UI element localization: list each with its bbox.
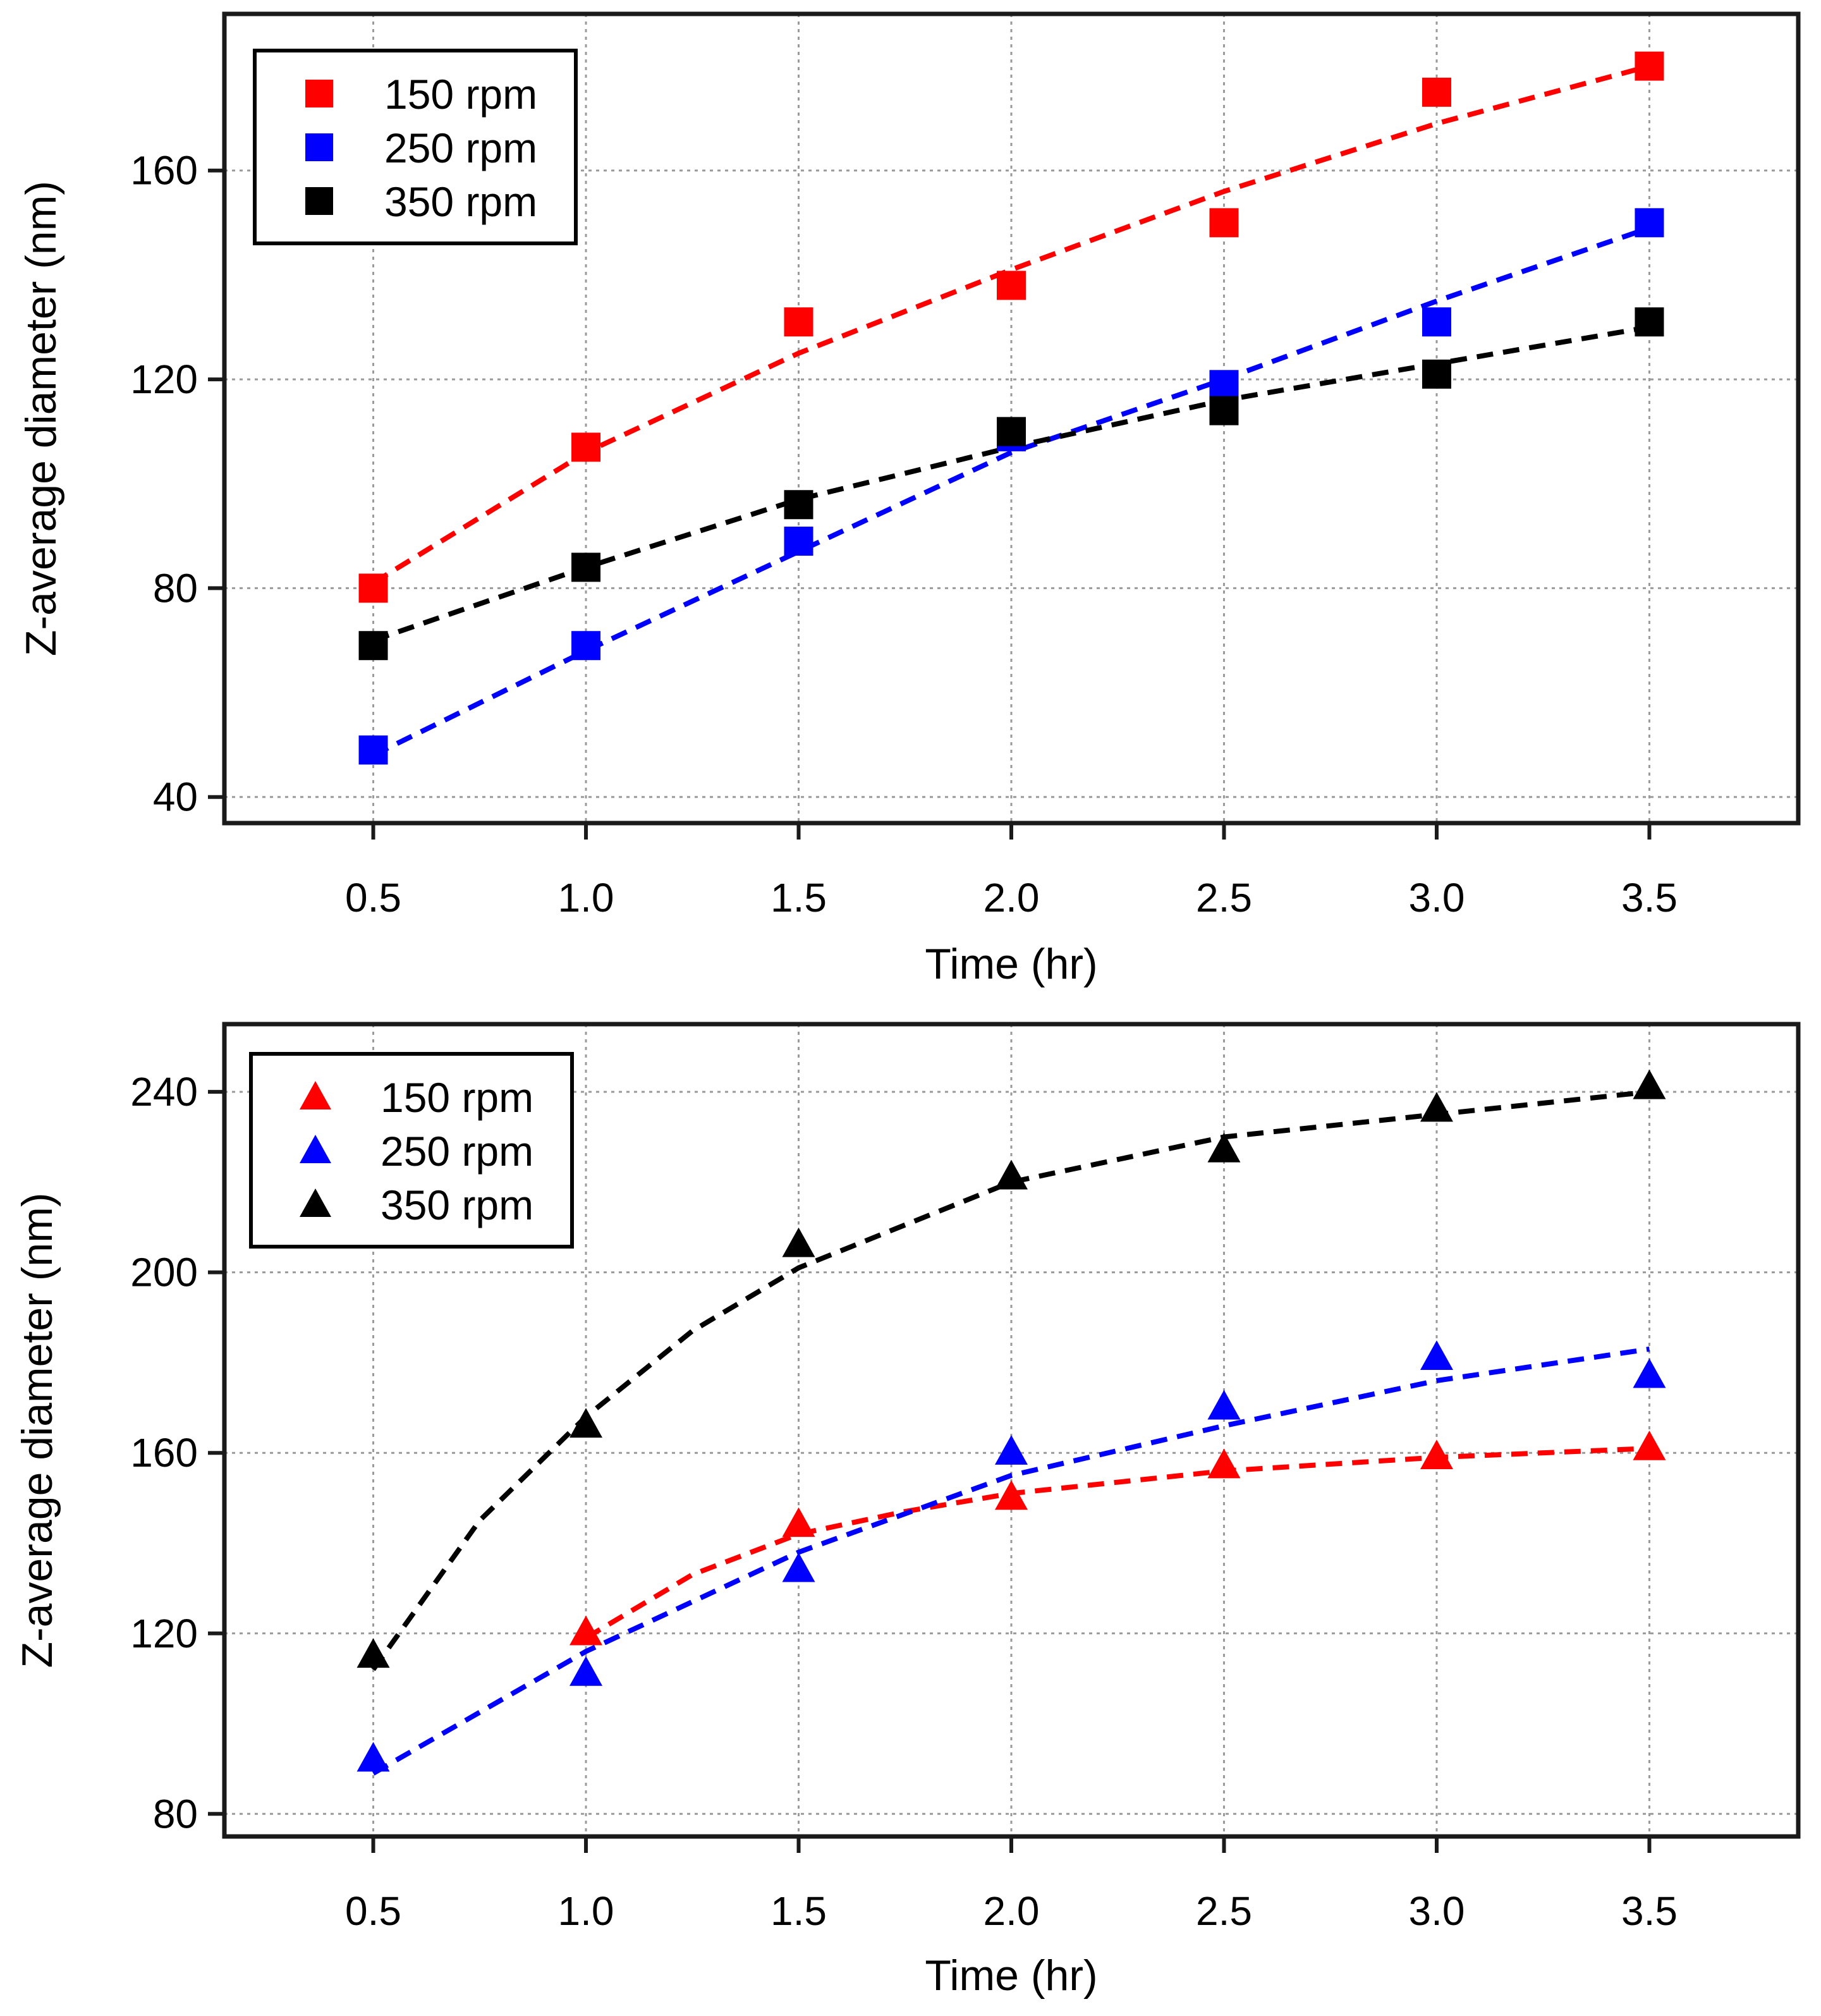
y-tick-label: 120: [130, 1611, 198, 1656]
data-point-350-rpm: [358, 631, 388, 661]
y-tick-label: 200: [130, 1250, 198, 1295]
data-point-350-rpm: [1209, 396, 1239, 425]
chart-top-squares: 0.5 1.0 1.5 2.0 2.5 3.0 3.5 40 80 120 160 Time (hr)…: [17, 11, 1801, 988]
x-axis-label: Time (hr): [925, 1952, 1097, 2000]
data-point-150-rpm: [995, 1480, 1028, 1510]
data-point-250-rpm: [1207, 1390, 1241, 1420]
data-point-250-rpm: [356, 1742, 390, 1772]
y-tick-label: 240: [130, 1069, 198, 1115]
data-point-250-rpm: [782, 1552, 815, 1582]
legend-marker: [300, 1081, 331, 1109]
data-point-350-rpm: [997, 417, 1026, 446]
x-tick-label: 1.5: [770, 1888, 827, 1934]
legend-marker: [300, 1188, 331, 1217]
data-point-150-rpm: [571, 432, 601, 462]
data-point-350-rpm: [569, 1408, 603, 1438]
data-point-250-rpm: [1635, 208, 1664, 238]
data-point-150-rpm: [1635, 51, 1664, 81]
x-tick-label: 3.5: [1621, 875, 1678, 920]
data-point-250-rpm: [784, 527, 813, 556]
data-point-350-rpm: [571, 553, 601, 582]
data-point-150-rpm: [782, 1507, 815, 1537]
y-axis-label: Z-average diameter (nm): [13, 1192, 61, 1668]
legend-marker: [305, 133, 333, 161]
data-point-350-rpm: [784, 490, 813, 520]
y-tick-label: 160: [130, 1430, 198, 1475]
data-point-150-rpm: [1207, 1448, 1241, 1479]
fit-line-250-rpm: [372, 1347, 1650, 1776]
data-point-350-rpm: [1633, 1069, 1666, 1099]
fit-line-350-rpm: [371, 1089, 1650, 1671]
y-tick-label: 160: [130, 148, 198, 193]
data-point-150-rpm: [1209, 208, 1239, 238]
y-tick-label: 80: [153, 565, 198, 611]
legend-label: 350 rpm: [384, 178, 537, 225]
x-tick-label: 2.0: [984, 875, 1040, 920]
x-tick-label: 3.0: [1408, 875, 1465, 920]
x-tick-label: 2.0: [984, 1888, 1040, 1934]
x-tick-label: 0.5: [345, 875, 401, 920]
fit-line-150-rpm: [584, 1446, 1650, 1640]
data-point-250-rpm: [1209, 370, 1239, 400]
y-tick-label: 120: [130, 357, 198, 402]
y-tick-label: 80: [153, 1791, 198, 1836]
legend-marker: [300, 1135, 331, 1163]
legend-marker: [305, 80, 333, 107]
x-tick-label: 1.0: [558, 875, 614, 920]
legend-label: 250 rpm: [381, 1128, 533, 1175]
y-tick-label: 40: [153, 774, 198, 820]
legend-label: 150 rpm: [384, 71, 537, 118]
data-point-150-rpm: [997, 271, 1026, 300]
data-point-250-rpm: [1633, 1358, 1666, 1388]
legend-label: 250 rpm: [384, 125, 537, 171]
fit-line-250-rpm: [372, 225, 1650, 758]
data-point-250-rpm: [995, 1435, 1028, 1465]
x-tick-label: 0.5: [345, 1888, 401, 1934]
data-point-350-rpm: [995, 1159, 1028, 1190]
x-tick-label: 2.5: [1196, 1888, 1252, 1934]
x-tick-label: 1.5: [770, 875, 827, 920]
x-tick-label: 2.5: [1196, 875, 1252, 920]
data-point-350-rpm: [1635, 307, 1664, 337]
data-point-150-rpm: [569, 1615, 603, 1646]
data-point-250-rpm: [1422, 307, 1451, 337]
legend-label: 350 rpm: [381, 1182, 533, 1228]
data-point-350-rpm: [1207, 1132, 1241, 1163]
data-point-150-rpm: [1633, 1430, 1666, 1460]
data-point-150-rpm: [358, 573, 388, 603]
data-point-150-rpm: [784, 307, 813, 337]
data-point-150-rpm: [1420, 1439, 1453, 1470]
legend-marker: [305, 187, 333, 215]
data-point-350-rpm: [1420, 1092, 1453, 1122]
data-point-250-rpm: [1420, 1340, 1453, 1370]
y-axis-label: Z-average diameter (nm): [17, 181, 65, 656]
data-point-250-rpm: [358, 735, 388, 765]
legend-label: 150 rpm: [381, 1074, 533, 1121]
x-tick-label: 1.0: [558, 1888, 614, 1934]
data-point-350-rpm: [1422, 359, 1451, 389]
data-point-350-rpm: [782, 1227, 815, 1257]
data-point-250-rpm: [569, 1656, 603, 1686]
data-point-250-rpm: [571, 631, 601, 661]
chart-bottom-triangles: 0.5 1.0 1.5 2.0 2.5 3.0 3.5 80 120 160 200 240 Time …: [13, 1022, 1801, 2000]
data-point-350-rpm: [356, 1638, 390, 1668]
data-point-150-rpm: [1422, 77, 1451, 107]
x-tick-label: 3.5: [1621, 1888, 1678, 1934]
x-axis-label: Time (hr): [925, 940, 1097, 988]
x-tick-label: 3.0: [1408, 1888, 1465, 1934]
